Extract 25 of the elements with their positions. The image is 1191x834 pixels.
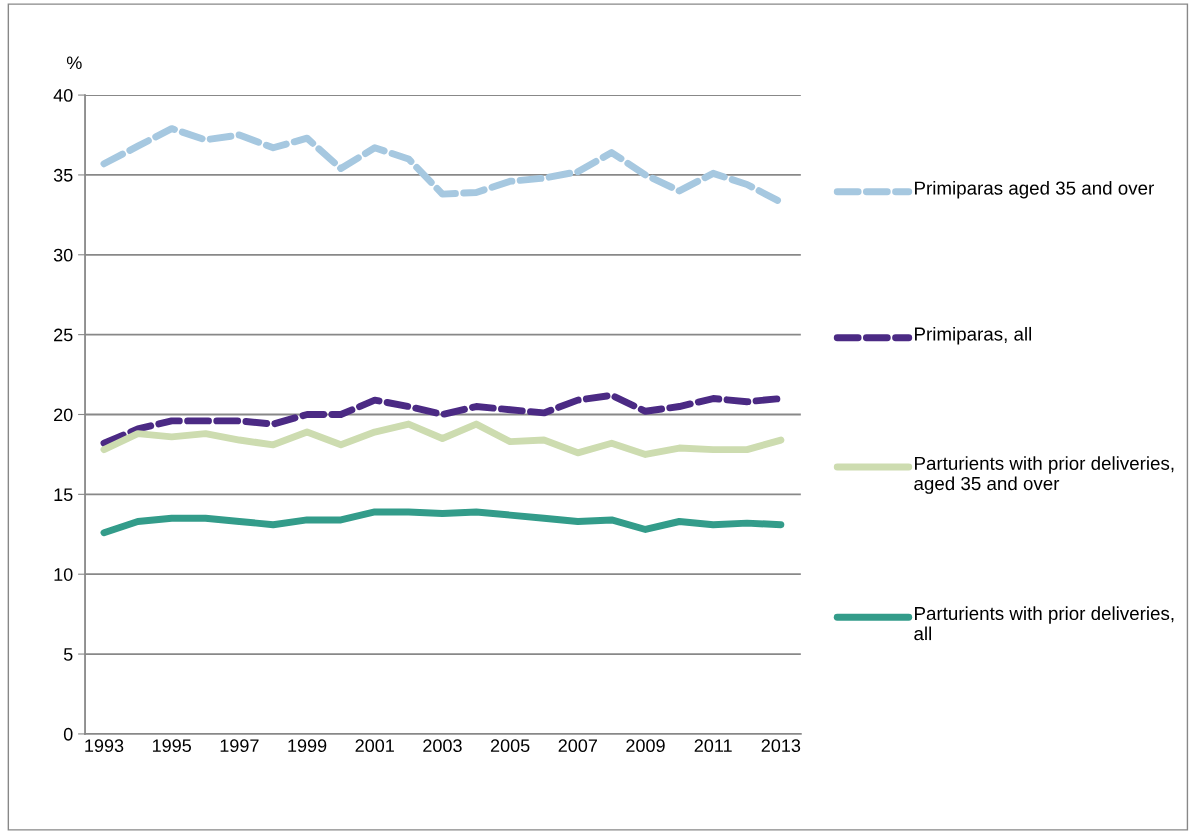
y-tick-label: 10 [54,568,73,581]
y-tick-label: 30 [53,248,73,262]
legend-label: Primiparas, all [915,326,1032,345]
x-tick-label: 2001 [355,739,394,753]
x-tick-label: 2009 [626,739,665,753]
y-tick-label: 20 [54,408,73,422]
legend-label: Primiparas aged 35 and over [915,180,1154,199]
x-tick-label: 1997 [220,739,259,753]
x-tick-label: 2007 [558,739,597,753]
x-tick-label: 2003 [423,739,462,753]
y-tick-label: 40 [53,89,73,102]
y-tick-label: 15 [54,488,73,502]
x-tick-label: 1993 [85,739,124,753]
x-tick-label: 1995 [152,739,192,753]
y-tick-label: 0 [63,727,73,741]
x-tick-label: 1999 [288,739,327,753]
y-tick-label: 5 [63,648,73,661]
legend-label: Parturients with prior deliveries, aged 35 and over [914,456,1174,494]
y-tick-label: 25 [54,328,73,342]
legend-label: Parturients with prior deliveries, all [914,606,1174,641]
y-axis-title: % [66,56,82,70]
x-tick-label: 2011 [694,739,732,753]
y-tick-label: 35 [53,168,73,182]
x-tick-label: 2005 [490,739,530,753]
x-tick-label: 2013 [761,739,801,753]
